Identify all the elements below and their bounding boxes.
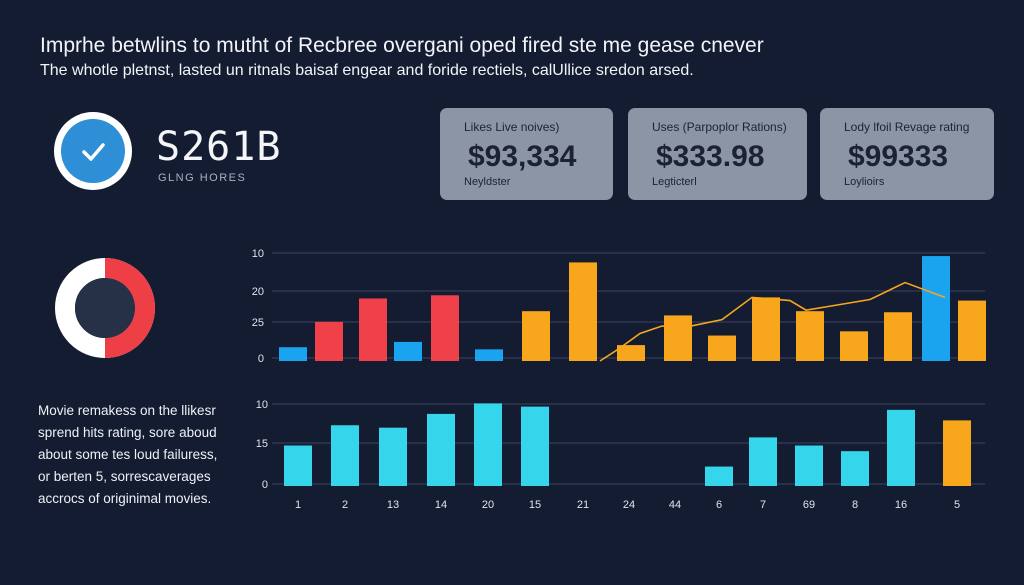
x-tick-label: 24 [623,499,635,511]
bar [359,298,387,361]
bar [394,341,422,361]
series-line [599,281,946,362]
stat-card-sub: Legticterl [652,176,697,188]
y-tick-label: 0 [262,479,268,491]
bar [379,427,407,486]
stat-card-value: $99333 [848,140,949,173]
x-tick-label: 69 [803,499,815,511]
x-tick-label: 21 [577,499,589,511]
bar [841,451,869,486]
x-tick-label: 14 [435,499,447,511]
bar [664,315,692,361]
x-tick-label: 5 [954,499,960,511]
stat-card-label: Likes Live noives) [464,120,560,134]
note-line: or berten 5, sorrescaverages [38,469,211,484]
stat-card-label: Uses (Parpoplor Rations) [652,120,787,134]
x-tick-label: 7 [760,499,766,511]
donut-red-segment [104,258,155,358]
page-title: Imprhe betwlins to mutht of Recbree over… [40,34,764,57]
y-tick-label: 25 [252,317,264,329]
x-tick-label: 44 [669,499,681,511]
bar [840,331,868,361]
bar [475,349,503,361]
note-line: Movie remakess on the llikesr [38,403,216,418]
bar [796,311,824,361]
x-tick-label: 2 [342,499,348,511]
check-badge [54,112,132,190]
stat-card-rating: Lody lfoil Revage rating $99333 Loylioir… [820,108,994,200]
y-tick-label: 15 [256,438,268,450]
y-tick-label: 10 [256,399,268,411]
stat-card-value: $333.98 [656,140,765,173]
bar [474,403,502,486]
note-line: about some tes loud failuress, [38,447,218,462]
bar [315,321,343,361]
bar [617,345,645,361]
stat-card-likes: Likes Live noives) $93,334 Neyldster [440,108,613,200]
bar [958,300,986,361]
donut-chart [55,258,155,358]
stat-card-sub: Neyldster [464,176,511,188]
bar [284,445,312,486]
bar [752,297,780,361]
bar [884,312,912,361]
bar [943,420,971,486]
bar [795,445,823,486]
bar [431,295,459,361]
hero-value: S261B [156,124,282,170]
x-tick-label: 8 [852,499,858,511]
bar [522,311,550,361]
bar [569,262,597,361]
x-tick-label: 16 [895,499,907,511]
page-subtitle: The whotle pletnst, lasted un ritnals ba… [40,62,694,79]
stat-card-uses: Uses (Parpoplor Rations) $333.98 Legtict… [628,108,807,200]
x-tick-label: 15 [529,499,541,511]
stat-card-sub: Loylioirs [844,176,885,188]
x-tick-label: 20 [482,499,494,511]
bar [705,466,733,486]
stat-card-label: Lody lfoil Revage rating [844,120,970,134]
y-tick-label: 20 [252,286,264,298]
bar [427,413,455,486]
description-text: Movie remakess on the llikesr sprend hit… [38,400,238,510]
bar [922,256,950,361]
y-tick-label: 0 [258,353,264,365]
donut-center [75,278,135,338]
x-tick-label: 13 [387,499,399,511]
bar [749,437,777,486]
bar [331,425,359,486]
bar [887,409,915,486]
checkmark-icon [82,143,105,161]
note-line: sprend hits rating, sore aboud [38,425,217,440]
hero-label: GLNG HORES [158,172,247,184]
x-tick-label: 6 [716,499,722,511]
bar [708,335,736,361]
bar [521,406,549,486]
bar [279,347,307,361]
note-line: accrocs of originimal movies. [38,491,212,506]
x-tick-label: 1 [295,499,301,511]
y-tick-label: 10 [252,248,264,260]
stat-card-value: $93,334 [468,140,577,173]
